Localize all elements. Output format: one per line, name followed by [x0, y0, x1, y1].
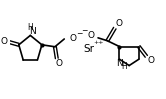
Text: O: O — [55, 59, 62, 68]
Text: Sr: Sr — [83, 44, 95, 54]
Text: H: H — [27, 23, 33, 32]
Text: H: H — [121, 61, 127, 70]
Text: N: N — [116, 59, 123, 68]
Text: O: O — [87, 31, 94, 40]
Text: −: − — [76, 30, 82, 39]
Text: ++: ++ — [93, 40, 104, 45]
Text: N: N — [29, 27, 36, 36]
Text: O: O — [0, 37, 7, 46]
Text: −: − — [81, 27, 87, 36]
Text: O: O — [147, 56, 155, 65]
Text: O: O — [115, 19, 122, 28]
Text: O: O — [69, 33, 76, 42]
